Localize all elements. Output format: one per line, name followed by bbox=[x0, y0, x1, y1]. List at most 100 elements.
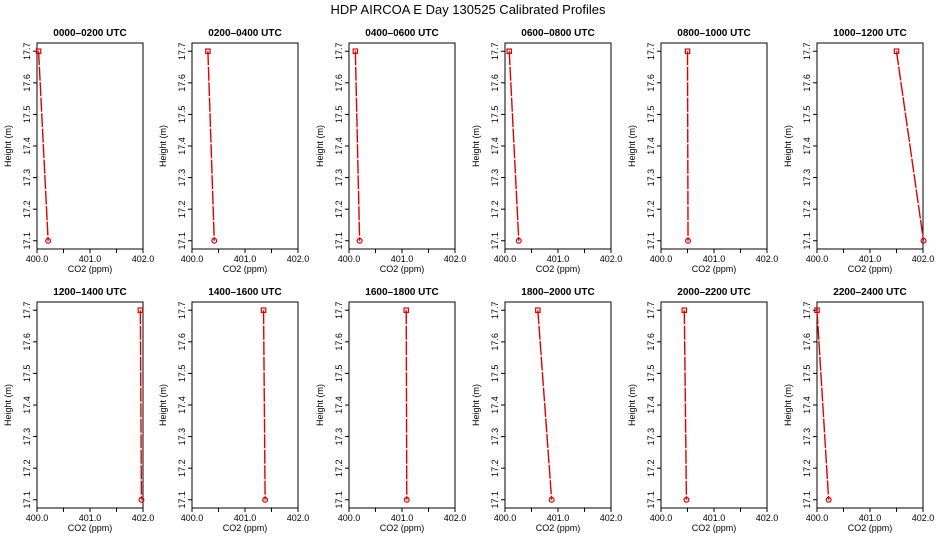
y-tick-label: 17.5 bbox=[802, 365, 812, 383]
data-point-circle bbox=[920, 237, 927, 244]
panel-title: 0600–0800 UTC bbox=[521, 28, 594, 39]
y-tick-label: 17.7 bbox=[646, 301, 656, 319]
x-tick-label: 401.0 bbox=[547, 254, 570, 264]
profile-line bbox=[207, 51, 215, 241]
y-tick-label: 17.6 bbox=[646, 74, 656, 92]
panel-title: 1600–1800 UTC bbox=[365, 287, 438, 298]
x-tick-label: 401.0 bbox=[79, 254, 102, 264]
y-tick-label: 17.3 bbox=[646, 428, 656, 446]
x-tick-label: 401.0 bbox=[703, 254, 726, 264]
y-tick-label: 17.3 bbox=[22, 169, 32, 187]
y-tick-label: 17.3 bbox=[334, 428, 344, 446]
plot-frame bbox=[348, 42, 456, 250]
y-axis-label: Height (m) bbox=[158, 125, 168, 167]
data-point-square bbox=[352, 48, 359, 55]
y-tick-label: 17.2 bbox=[22, 459, 32, 477]
y-tick-label: 17.5 bbox=[22, 365, 32, 383]
y-axis-label: Height (m) bbox=[471, 384, 481, 426]
x-axis-label: CO2 (ppm) bbox=[848, 523, 893, 533]
x-axis-label: CO2 (ppm) bbox=[223, 523, 268, 533]
plot-frame bbox=[504, 301, 612, 509]
y-tick-label: 17.2 bbox=[646, 200, 656, 218]
x-tick-label: 402.0 bbox=[912, 513, 935, 523]
y-tick-label: 17.7 bbox=[177, 301, 187, 319]
data-point-square bbox=[814, 307, 820, 314]
y-tick-label: 17.6 bbox=[334, 333, 344, 351]
x-axis-label: CO2 (ppm) bbox=[848, 264, 893, 274]
x-axis-label: CO2 (ppm) bbox=[380, 264, 425, 274]
x-axis-label: CO2 (ppm) bbox=[692, 523, 737, 533]
y-tick-label: 17.7 bbox=[22, 301, 32, 319]
x-tick-label: 400.0 bbox=[181, 254, 204, 264]
x-axis-label: CO2 (ppm) bbox=[692, 264, 737, 274]
y-tick-label: 17.1 bbox=[646, 491, 656, 509]
plot-frame bbox=[191, 301, 299, 509]
y-tick-label: 17.7 bbox=[490, 301, 500, 319]
y-tick-label: 17.1 bbox=[177, 232, 187, 250]
data-point-circle bbox=[45, 237, 52, 244]
y-tick-label: 17.2 bbox=[334, 459, 344, 477]
y-tick-label: 17.3 bbox=[490, 428, 500, 446]
y-tick-label: 17.1 bbox=[802, 232, 812, 250]
x-axis-label: CO2 (ppm) bbox=[536, 264, 581, 274]
x-tick-label: 402.0 bbox=[287, 513, 310, 523]
data-point-square bbox=[35, 48, 42, 55]
x-tick-label: 400.0 bbox=[650, 254, 673, 264]
plot-frame bbox=[504, 42, 612, 250]
y-tick-label: 17.5 bbox=[177, 365, 187, 383]
y-tick-label: 17.3 bbox=[177, 428, 187, 446]
data-point-square bbox=[260, 307, 267, 314]
profile-line bbox=[37, 51, 49, 241]
x-tick-label: 402.0 bbox=[600, 254, 623, 264]
panel-title: 0400–0600 UTC bbox=[365, 28, 438, 39]
y-tick-label: 17.5 bbox=[177, 106, 187, 124]
y-tick-label: 17.3 bbox=[646, 169, 656, 187]
panel-title: 0800–1000 UTC bbox=[677, 28, 750, 39]
y-tick-label: 17.2 bbox=[490, 200, 500, 218]
y-tick-label: 17.3 bbox=[802, 169, 812, 187]
x-axis-label: CO2 (ppm) bbox=[536, 523, 581, 533]
y-tick-label: 17.6 bbox=[490, 333, 500, 351]
data-point-circle bbox=[825, 496, 832, 503]
x-tick-label: 402.0 bbox=[132, 513, 155, 523]
y-tick-label: 17.2 bbox=[802, 459, 812, 477]
y-tick-label: 17.4 bbox=[22, 396, 32, 414]
data-point-square bbox=[403, 307, 410, 314]
y-tick-label: 17.6 bbox=[22, 333, 32, 351]
x-tick-label: 400.0 bbox=[494, 254, 517, 264]
y-axis-label: Height (m) bbox=[315, 125, 325, 167]
x-tick-label: 402.0 bbox=[756, 254, 779, 264]
panel-title: 0200–0400 UTC bbox=[208, 28, 281, 39]
x-tick-label: 401.0 bbox=[391, 254, 414, 264]
data-point-circle bbox=[211, 237, 218, 244]
y-tick-label: 17.1 bbox=[177, 491, 187, 509]
panel-title: 1000–1200 UTC bbox=[833, 28, 906, 39]
x-tick-label: 400.0 bbox=[806, 513, 829, 523]
y-tick-label: 17.5 bbox=[490, 365, 500, 383]
y-tick-label: 17.5 bbox=[334, 106, 344, 124]
data-point-circle bbox=[548, 496, 555, 503]
x-tick-label: 401.0 bbox=[234, 254, 257, 264]
y-tick-label: 17.4 bbox=[22, 137, 32, 155]
x-tick-label: 401.0 bbox=[859, 513, 882, 523]
data-point-square bbox=[535, 307, 541, 314]
y-tick-label: 17.2 bbox=[177, 459, 187, 477]
y-tick-label: 17.3 bbox=[177, 169, 187, 187]
y-tick-label: 17.5 bbox=[334, 365, 344, 383]
data-point-square bbox=[893, 48, 900, 55]
y-tick-label: 17.6 bbox=[334, 74, 344, 92]
x-tick-label: 400.0 bbox=[26, 513, 49, 523]
y-tick-label: 17.2 bbox=[334, 200, 344, 218]
x-axis-label: CO2 (ppm) bbox=[68, 523, 113, 533]
y-tick-label: 17.4 bbox=[646, 137, 656, 155]
data-point-square bbox=[681, 307, 688, 314]
plot-frame bbox=[816, 42, 924, 250]
plot-frame bbox=[660, 301, 768, 509]
x-tick-label: 401.0 bbox=[547, 513, 570, 523]
plot-frame bbox=[348, 301, 456, 509]
y-axis-label: Height (m) bbox=[783, 125, 793, 167]
plot-frame bbox=[36, 301, 144, 509]
y-tick-label: 17.5 bbox=[802, 106, 812, 124]
profile-line bbox=[262, 310, 266, 500]
